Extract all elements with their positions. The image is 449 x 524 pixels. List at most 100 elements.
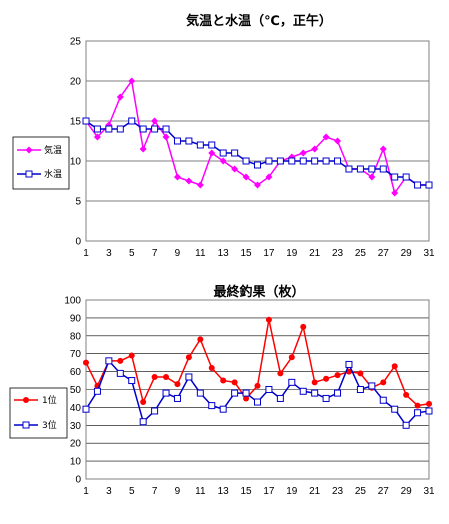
data-point bbox=[391, 363, 398, 370]
y-tick-label: 5 bbox=[75, 197, 81, 208]
data-point bbox=[231, 389, 239, 397]
data-point bbox=[322, 394, 330, 402]
data-point bbox=[93, 125, 101, 133]
data-point bbox=[128, 117, 136, 125]
x-tick-label: 23 bbox=[332, 486, 344, 497]
data-point bbox=[426, 400, 432, 407]
x-tick-label: 5 bbox=[129, 486, 135, 497]
x-tick-label: 1 bbox=[83, 248, 89, 259]
x-tick-label: 3 bbox=[106, 486, 112, 497]
data-point bbox=[208, 402, 216, 410]
data-point bbox=[151, 407, 159, 415]
y-tick-label: 0 bbox=[75, 475, 81, 486]
y-tick-label: 25 bbox=[70, 37, 82, 48]
data-point bbox=[242, 173, 250, 181]
data-point bbox=[379, 396, 387, 404]
data-point bbox=[425, 181, 433, 189]
x-tick-label: 29 bbox=[401, 248, 413, 259]
chart-title: 最終釣果（枚） bbox=[213, 284, 304, 300]
y-tick-label: 50 bbox=[70, 385, 82, 396]
y-tick-label: 10 bbox=[70, 457, 82, 468]
data-point bbox=[231, 165, 239, 173]
data-point bbox=[277, 370, 284, 377]
data-point bbox=[288, 354, 295, 361]
data-point bbox=[300, 323, 307, 330]
data-point bbox=[185, 177, 193, 185]
data-point bbox=[403, 391, 410, 398]
x-tick-label: 9 bbox=[175, 248, 181, 259]
x-tick-label: 21 bbox=[309, 248, 321, 259]
data-point bbox=[219, 157, 227, 165]
data-point bbox=[231, 379, 238, 386]
x-tick-label: 31 bbox=[423, 248, 435, 259]
y-tick-label: 60 bbox=[70, 367, 82, 378]
data-point bbox=[356, 165, 364, 173]
data-point bbox=[93, 387, 101, 395]
data-point bbox=[414, 402, 421, 409]
data-point bbox=[163, 373, 170, 380]
data-point bbox=[208, 141, 216, 149]
legend-label-suion: 水温 bbox=[44, 168, 62, 180]
data-point bbox=[356, 386, 364, 393]
data-point bbox=[116, 369, 124, 377]
data-point bbox=[220, 377, 227, 384]
series-line bbox=[85, 120, 429, 186]
data-point bbox=[162, 125, 170, 133]
data-point bbox=[139, 418, 147, 426]
x-tick-label: 19 bbox=[286, 248, 298, 259]
data-point bbox=[219, 149, 227, 157]
y-tick-label: 90 bbox=[70, 313, 82, 324]
data-point bbox=[334, 137, 342, 145]
data-point bbox=[414, 181, 422, 189]
x-tick-label: 9 bbox=[175, 486, 181, 497]
series-group bbox=[82, 316, 433, 429]
data-point bbox=[334, 157, 342, 165]
legend-marker-kion bbox=[25, 146, 33, 154]
x-tick-label: 1 bbox=[83, 486, 89, 497]
data-point bbox=[265, 173, 273, 181]
data-point bbox=[345, 360, 353, 368]
y-tick-label: 0 bbox=[75, 237, 81, 248]
legend-frame bbox=[12, 136, 70, 190]
data-point bbox=[299, 149, 307, 157]
data-point bbox=[242, 389, 250, 397]
data-point bbox=[173, 394, 181, 402]
data-point bbox=[219, 405, 227, 413]
data-point bbox=[208, 149, 216, 157]
data-point bbox=[254, 382, 261, 389]
data-point bbox=[276, 394, 284, 402]
legend-frame bbox=[9, 387, 68, 439]
y-tick-label: 70 bbox=[70, 349, 82, 360]
data-point bbox=[299, 387, 307, 395]
data-point bbox=[139, 125, 147, 133]
x-tick-label: 3 bbox=[106, 248, 112, 259]
y-tick-label: 20 bbox=[70, 77, 82, 88]
data-point bbox=[82, 117, 90, 125]
data-point bbox=[288, 378, 296, 386]
data-point bbox=[162, 133, 170, 141]
data-point bbox=[93, 133, 101, 141]
series-line bbox=[85, 359, 430, 427]
data-point bbox=[242, 157, 250, 165]
data-point bbox=[208, 365, 215, 372]
data-point bbox=[265, 386, 273, 393]
data-point bbox=[128, 77, 136, 85]
plot-area-frame bbox=[85, 40, 430, 242]
x-tick-label: 17 bbox=[263, 248, 275, 259]
legend-marker-suion bbox=[25, 170, 33, 178]
data-point bbox=[357, 370, 364, 377]
data-point bbox=[265, 157, 273, 165]
data-point bbox=[414, 409, 422, 417]
x-tick-label: 23 bbox=[332, 248, 344, 259]
x-tick-label: 21 bbox=[309, 486, 321, 497]
data-point bbox=[140, 399, 147, 406]
data-point bbox=[162, 389, 170, 397]
data-point bbox=[117, 357, 124, 364]
data-point bbox=[311, 157, 319, 165]
x-tick-label: 19 bbox=[286, 486, 298, 497]
y-tick-label: 30 bbox=[70, 421, 82, 432]
x-tick-label: 13 bbox=[218, 486, 230, 497]
legend-marker-rank3 bbox=[22, 421, 30, 429]
x-tick-label: 15 bbox=[241, 248, 253, 259]
data-point bbox=[254, 398, 261, 406]
